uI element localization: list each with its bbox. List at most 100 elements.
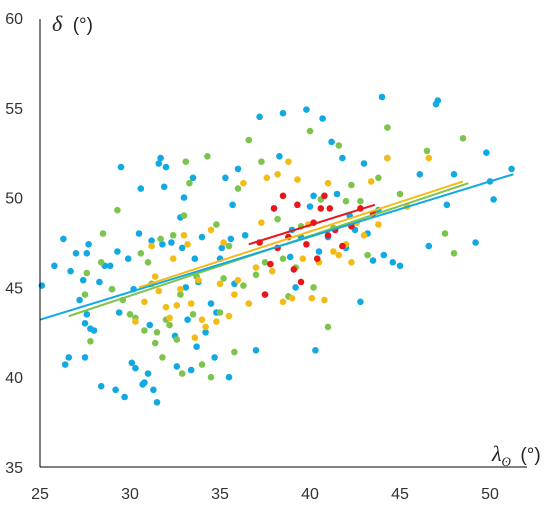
trendlines-layer [39, 173, 514, 321]
series-1-point-38 [240, 282, 247, 289]
series-2-point-10 [180, 232, 188, 239]
series-2-point-34 [294, 176, 301, 183]
series-2-point-46 [360, 232, 368, 239]
series-0-point-110 [483, 149, 490, 156]
series-2-point-35 [299, 255, 307, 262]
series-1-point-49 [310, 284, 317, 291]
series-0-point-64 [222, 174, 229, 182]
series-0-point-42 [160, 183, 168, 191]
series-0-point-4 [65, 354, 73, 361]
series-0-point-21 [112, 386, 119, 394]
x-tick-label-40: 40 [301, 486, 319, 503]
series-0-point-107 [443, 201, 451, 209]
series-0-point-58 [202, 329, 209, 336]
series-0-point-54 [191, 255, 199, 262]
ticks-layer: 25 30 35 40 45 50 35 40 45 50 55 60 [5, 11, 499, 503]
series-2-point-21 [225, 312, 233, 320]
series-2-point-31 [279, 298, 287, 306]
series-0-point-2 [60, 235, 67, 243]
series-1-point-56 [357, 197, 364, 205]
series-0-point-48 [178, 244, 186, 252]
y-tick-label-55: 55 [5, 101, 23, 118]
x-axis-title: λʘ (°) [491, 441, 541, 471]
series-0-point-80 [303, 106, 310, 113]
series-1-point-44 [279, 255, 287, 262]
series-0-point-36 [148, 237, 155, 244]
series-0-point-88 [333, 190, 341, 198]
series-0-point-7 [76, 296, 83, 304]
y-tick-label-50: 50 [5, 191, 23, 208]
series-0-point-106 [434, 97, 442, 104]
series-0-point-40 [157, 154, 164, 162]
series-2-point-16 [202, 323, 209, 331]
series-1-point-63 [450, 250, 458, 257]
series-2-point-14 [195, 276, 202, 284]
points-layer [38, 93, 515, 406]
series-2-point-30 [274, 171, 281, 178]
series-0-point-93 [357, 298, 364, 306]
series-2-point-37 [308, 294, 316, 302]
series-1-point-51 [324, 323, 332, 331]
series-0-point-31 [137, 185, 145, 192]
x-tick-label-35: 35 [211, 486, 229, 503]
series-0-point-53 [189, 174, 197, 182]
series-2-point-6 [166, 314, 173, 322]
series-1-point-19 [166, 321, 173, 329]
series-0-point-43 [162, 163, 170, 171]
series-0-point-25 [121, 393, 128, 401]
series-2-point-8 [173, 302, 181, 309]
series-0-point-76 [286, 253, 294, 261]
series-2-point-47 [367, 178, 375, 185]
series-0-point-8 [79, 276, 87, 284]
series-1-point-35 [225, 242, 233, 250]
series-1-point-23 [178, 370, 186, 377]
series-2-point-33 [288, 294, 296, 302]
x-tick-label-25: 25 [31, 486, 49, 503]
y-tick-label-60: 60 [5, 11, 23, 28]
series-1-point-42 [261, 259, 269, 266]
series-1-point-39 [245, 136, 253, 144]
series-0-point-44 [168, 239, 175, 246]
series-1-point-14 [151, 339, 159, 347]
series-0-point-81 [306, 203, 314, 210]
series-1-point-2 [87, 338, 94, 345]
series-2-point-28 [263, 174, 271, 182]
series-0-point-26 [124, 255, 132, 262]
series-1-point-37 [234, 185, 242, 192]
series-1-point-32 [213, 221, 220, 228]
series-0-point-38 [153, 399, 161, 406]
series-0-point-84 [315, 248, 323, 255]
series-0-point-102 [396, 262, 404, 270]
series-0-point-60 [211, 354, 218, 361]
series-1-point-36 [231, 348, 238, 356]
series-0-point-15 [90, 327, 98, 334]
series-0-point-29 [132, 364, 139, 372]
series-0-point-59 [207, 300, 215, 307]
series-0-point-0 [38, 282, 46, 289]
series-0-point-101 [389, 259, 397, 266]
series-0-point-103 [416, 171, 424, 178]
series-1-point-24 [180, 212, 188, 219]
series-0-point-52 [187, 366, 195, 374]
series-2-point-3 [151, 273, 159, 280]
series-2-point-41 [330, 248, 337, 255]
series-1-point-60 [396, 190, 404, 198]
series-1-point-4 [99, 230, 107, 237]
series-2-point-51 [425, 154, 433, 162]
series-1-point-31 [207, 373, 215, 381]
series-0-point-72 [256, 113, 263, 121]
series-1-point-34 [220, 275, 227, 282]
series-3-point-12 [313, 255, 321, 262]
series-3-point-7 [290, 266, 298, 273]
series-2-point-49 [384, 154, 391, 162]
series-1-point-27 [189, 311, 197, 318]
series-2-point-17 [207, 226, 215, 234]
series-3-point-14 [321, 192, 328, 200]
series-2-point-4 [155, 287, 163, 295]
series-2-point-29 [268, 267, 276, 275]
series-3-point-9 [297, 278, 305, 286]
series-1-point-25 [182, 158, 190, 165]
series-1-point-15 [153, 329, 161, 336]
series-0-point-65 [225, 373, 233, 381]
series-3-point-1 [261, 291, 269, 298]
